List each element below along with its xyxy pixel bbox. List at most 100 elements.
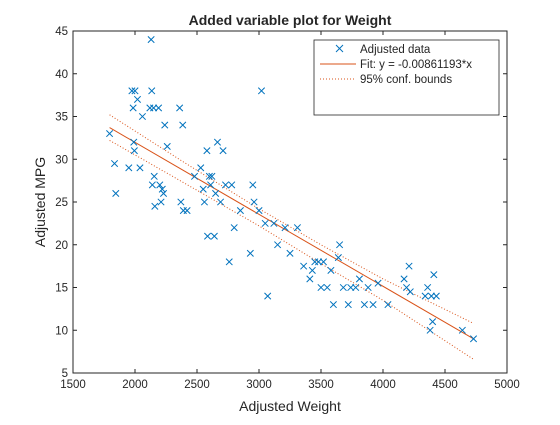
- data-point: [406, 288, 414, 296]
- data-point: [364, 283, 372, 292]
- data-point: [369, 301, 377, 309]
- data-point: [339, 283, 347, 292]
- data-point: [212, 189, 220, 198]
- data-point: [249, 181, 257, 189]
- axis-ticks: 1500 2000 2500 3000 3500 4000 4500 5000 5 10 15 20 2…: [55, 26, 520, 391]
- data-point: [159, 189, 168, 198]
- data-point: [179, 121, 187, 129]
- data-point: [225, 258, 233, 266]
- data-point: [323, 283, 331, 292]
- data-point: [228, 181, 236, 189]
- legend-label-adjusted-data: Adjusted data: [360, 44, 431, 56]
- data-point: [210, 232, 218, 240]
- data-point: [374, 279, 382, 287]
- data-point: [190, 172, 199, 180]
- data-point: [150, 172, 158, 180]
- y-tick-label: 45: [55, 26, 68, 38]
- data-point: [360, 301, 368, 309]
- data-point: [270, 219, 278, 227]
- data-point: [429, 318, 437, 326]
- data-point: [176, 104, 184, 112]
- fit-line-group: [109, 127, 474, 340]
- data-point: [156, 181, 164, 189]
- x-tick-label: 4500: [432, 379, 458, 391]
- data-point: [158, 185, 166, 193]
- y-axis-label: Adjusted MPG: [32, 157, 48, 247]
- data-point: [197, 164, 205, 172]
- data-point: [203, 232, 212, 240]
- data-point: [261, 219, 269, 227]
- x-tick-label: 1500: [60, 379, 86, 391]
- data-point: [129, 104, 137, 112]
- data-point: [203, 147, 211, 155]
- data-point: [199, 185, 207, 193]
- x-tick-label: 3000: [246, 379, 272, 391]
- data-point: [293, 224, 301, 232]
- data-point: [264, 292, 272, 300]
- data-point: [221, 181, 230, 189]
- data-point: [319, 258, 328, 266]
- data-point: [128, 87, 136, 95]
- data-point: [112, 189, 120, 198]
- data-point: [219, 147, 227, 155]
- data-point: [329, 301, 337, 309]
- data-point: [230, 224, 238, 232]
- data-point: [106, 130, 114, 138]
- scatter-points: [106, 35, 478, 343]
- legend-box: [313, 39, 500, 116]
- data-point: [208, 172, 216, 180]
- data-point: [469, 335, 478, 343]
- data-point: [217, 198, 225, 206]
- data-point: [157, 198, 165, 206]
- chart-title: Added variable plot for Weight: [189, 12, 392, 28]
- data-point: [400, 275, 408, 283]
- data-point: [155, 104, 163, 112]
- data-point: [148, 181, 156, 189]
- x-tick-label: 5000: [494, 379, 520, 391]
- data-point: [352, 283, 360, 292]
- data-point: [274, 241, 282, 249]
- data-point: [151, 202, 159, 210]
- data-point: [281, 224, 289, 232]
- data-point: [200, 198, 208, 206]
- data-point: [213, 138, 222, 146]
- data-point: [424, 283, 432, 292]
- data-point: [161, 121, 169, 129]
- data-point: [336, 241, 344, 249]
- data-point: [421, 292, 429, 300]
- data-point: [334, 254, 342, 262]
- data-point: [355, 275, 363, 283]
- data-point: [183, 206, 191, 215]
- data-point: [257, 87, 266, 95]
- y-tick-label: 5: [62, 368, 68, 380]
- data-point: [286, 249, 294, 257]
- data-point: [327, 266, 335, 274]
- legend-marker-adjusted-data: [335, 44, 344, 53]
- data-point: [255, 206, 263, 215]
- data-point: [163, 142, 171, 150]
- data-point: [147, 35, 155, 44]
- y-tick-label: 10: [55, 325, 68, 337]
- y-tick-label: 15: [55, 283, 68, 295]
- data-point: [148, 87, 156, 95]
- data-point: [205, 172, 213, 180]
- legend-label-fit: Fit: y = -0.00861193*x: [360, 59, 472, 71]
- legend-label-bounds: 95% conf. bounds: [360, 74, 452, 86]
- data-point: [308, 266, 316, 274]
- data-point: [384, 301, 392, 309]
- data-point: [138, 112, 146, 121]
- x-tick-label: 2500: [184, 379, 210, 391]
- data-point: [426, 326, 434, 334]
- data-point: [344, 301, 352, 309]
- fit-line: [109, 127, 474, 340]
- data-point: [125, 164, 133, 172]
- y-tick-label: 30: [55, 154, 68, 166]
- data-point: [136, 164, 144, 172]
- x-tick-label: 3500: [308, 379, 334, 391]
- data-point: [133, 95, 142, 103]
- data-point: [131, 87, 139, 95]
- data-point: [300, 262, 308, 270]
- data-point: [458, 326, 466, 334]
